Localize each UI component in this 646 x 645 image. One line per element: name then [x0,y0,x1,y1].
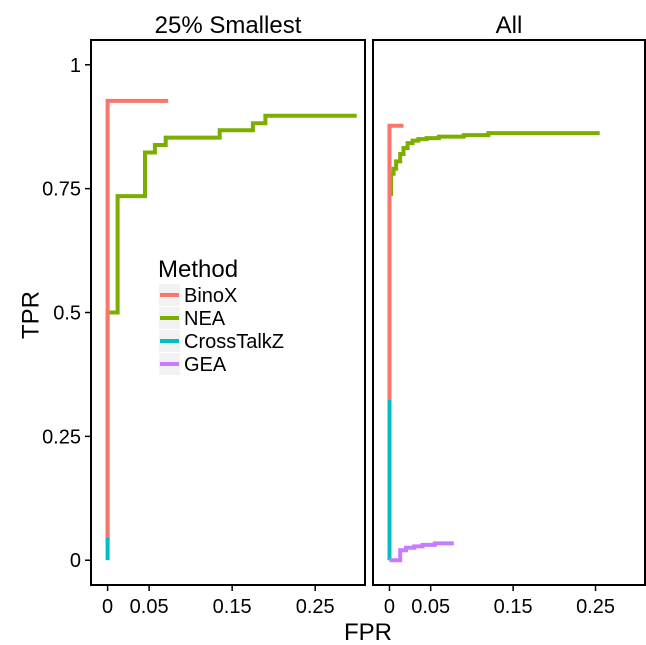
x-tick-label: 0.05 [130,596,169,618]
x-tick-label: 0.25 [296,596,335,618]
legend-label-gea: GEA [184,354,227,376]
legend-title: Method [158,256,238,283]
y-tick-label: 1 [70,55,81,77]
y-tick-label: 0.25 [42,426,81,448]
legend-label-nea: NEA [184,308,226,330]
panel-frame-right [372,39,646,586]
x-tick-label: 0.15 [494,596,533,618]
x-axis-left: 0 0.05 0.15 0.25 [102,585,335,618]
x-tick-label: 0 [102,596,113,618]
series-line-binox [105,98,169,538]
y-axis-label: TPR [17,291,44,339]
y-tick-label: 0.5 [53,303,81,325]
panel-title-25-smallest: 25% Smallest [155,12,302,39]
series-line-nea [389,131,600,197]
series-line-binox [387,123,404,400]
panel-title-all: All [496,12,523,39]
x-tick-label: 0.15 [213,596,252,618]
panel-lines-left [105,98,357,561]
x-axis-label: FPR [344,619,392,645]
y-tick-label: 0 [70,550,81,572]
x-tick-label: 0.05 [411,596,450,618]
y-tick-label: 0.75 [42,179,81,201]
legend-label-binox: BinoX [184,285,237,307]
x-tick-label: 0 [384,596,395,618]
panel-lines-right [387,123,600,563]
series-line-nea [105,113,357,543]
x-axis-right: 0 0.05 0.15 0.25 [384,585,615,618]
x-tick-label: 0.25 [576,596,615,618]
y-axis: 0 0.25 0.5 0.75 1 [42,55,91,572]
panel-frame-left [90,39,366,586]
legend-label-crosstalkz: CrossTalkZ [184,331,284,353]
series-line-gea [389,541,454,563]
